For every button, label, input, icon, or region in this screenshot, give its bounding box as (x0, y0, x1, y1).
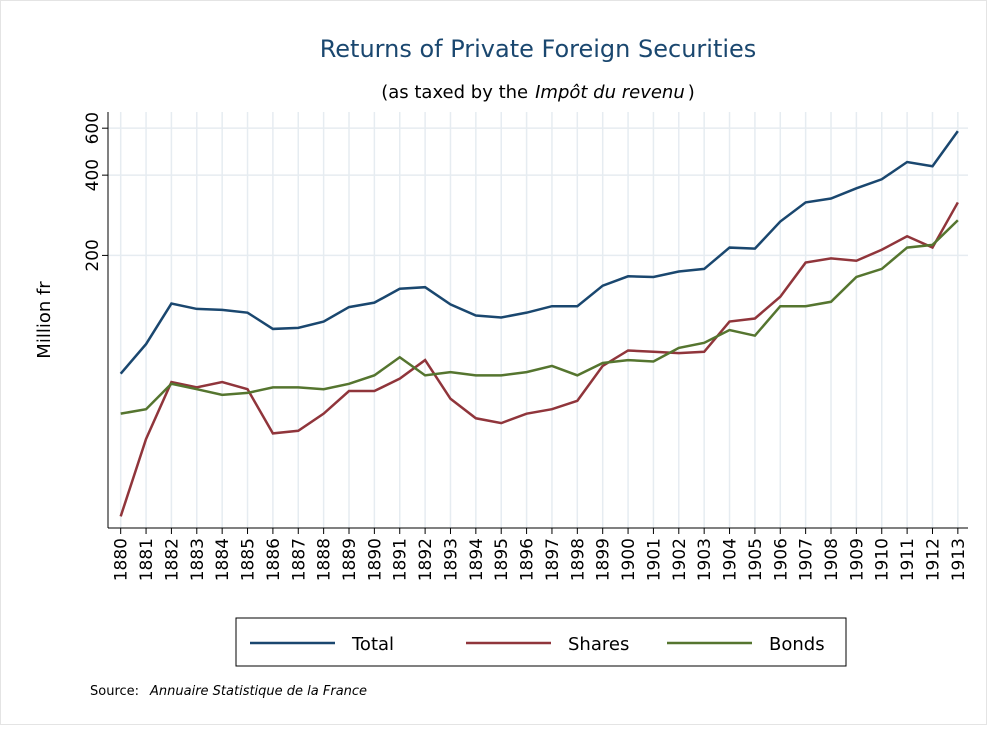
x-tick-label: 1894 (467, 538, 487, 581)
x-tick-label: 1907 (797, 538, 817, 581)
x-tick-label: 1904 (721, 538, 741, 581)
series-line (119, 201, 959, 517)
legend-label: Shares (568, 634, 629, 655)
x-tick-label: 1911 (898, 538, 918, 581)
x-tick-label: 1908 (822, 538, 842, 581)
x-tick-label: 1892 (416, 538, 436, 581)
x-tick-label: 1901 (644, 538, 664, 581)
series-line (120, 219, 959, 415)
x-tick-label: 1890 (365, 538, 385, 581)
x-tick-label: 1893 (441, 538, 461, 581)
x-tick-label: 1888 (315, 538, 335, 581)
y-tick-label: 400 (83, 159, 103, 191)
y-axis-title: Million fr (34, 281, 55, 359)
x-tick-label: 1902 (670, 538, 690, 581)
x-tick-label: 1891 (391, 538, 411, 581)
x-tick-label: 1912 (923, 538, 943, 581)
x-tick-label: 1880 (112, 538, 132, 581)
x-tick-label: 1881 (137, 538, 157, 581)
x-tick-label: 1910 (873, 538, 893, 581)
legend-label: Total (351, 634, 394, 655)
x-tick-label: 1898 (568, 538, 588, 581)
x-tick-label: 1885 (239, 538, 259, 581)
source-label: Source: (90, 684, 139, 699)
x-tick-label: 1887 (289, 538, 309, 581)
x-tick-label: 1900 (619, 538, 639, 581)
x-tick-label: 1896 (518, 538, 538, 581)
subtitle: (as taxed by the (381, 82, 528, 103)
x-tick-label: 1909 (847, 538, 867, 581)
y-tick-label: 600 (83, 112, 103, 144)
x-tick-label: 1899 (594, 538, 614, 581)
x-tick-label: 1897 (543, 538, 563, 581)
subtitle: Impôt du revenu (535, 82, 685, 103)
x-tick-label: 1883 (188, 538, 208, 581)
legend-label: Bonds (769, 634, 825, 655)
x-tick-label: 1905 (746, 538, 766, 581)
x-tick-label: 1886 (264, 538, 284, 581)
subtitle: ) (688, 82, 695, 103)
y-tick-label: 200 (83, 239, 103, 271)
chart-title: Returns of Private Foreign Securities (320, 35, 757, 63)
x-tick-label: 1906 (771, 538, 791, 581)
x-tick-label: 1882 (162, 538, 182, 581)
x-tick-label: 1889 (340, 538, 360, 581)
x-tick-label: 1895 (492, 538, 512, 581)
series-line (119, 130, 959, 375)
x-tick-label: 1913 (949, 538, 969, 581)
x-tick-label: 1884 (213, 538, 233, 581)
source: Annuaire Statistique de la France (149, 684, 367, 699)
x-tick-label: 1903 (695, 538, 715, 581)
